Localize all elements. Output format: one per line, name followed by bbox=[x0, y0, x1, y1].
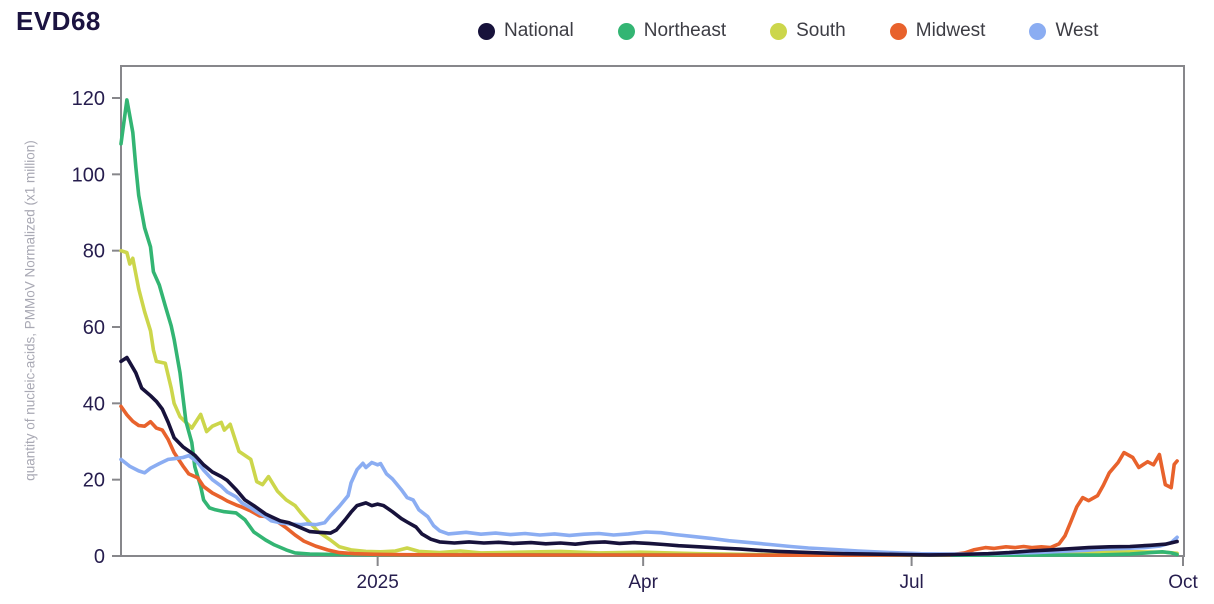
legend-label: South bbox=[796, 20, 846, 41]
legend-label: Midwest bbox=[915, 20, 986, 41]
legend-dot-south bbox=[770, 22, 788, 40]
y-tick-label: 100 bbox=[72, 164, 105, 186]
legend-item-west[interactable]: West bbox=[1029, 20, 1098, 42]
legend-dot-national bbox=[478, 22, 495, 40]
plot-border bbox=[120, 65, 1185, 557]
y-tick-label: 120 bbox=[72, 88, 105, 110]
line-midwest bbox=[119, 404, 1179, 558]
y-tick-label: 60 bbox=[83, 317, 105, 339]
y-axis-label: quantity of nucleic-acids, PMMoV Normali… bbox=[22, 140, 38, 481]
legend-label: Northeast bbox=[643, 20, 727, 41]
legend-item-northeast[interactable]: Northeast bbox=[617, 20, 727, 42]
legend-dot-midwest bbox=[889, 22, 907, 40]
line-south bbox=[119, 248, 1179, 557]
legend: National Northeast South Midwest West bbox=[478, 20, 1098, 42]
legend-item-midwest[interactable]: Midwest bbox=[889, 20, 986, 42]
line-northeast bbox=[119, 98, 1179, 558]
line-west bbox=[119, 453, 1179, 556]
legend-dot-northeast bbox=[617, 22, 635, 40]
legend-item-national[interactable]: National bbox=[478, 20, 574, 42]
x-tick-label: Jul bbox=[899, 572, 923, 593]
y-tick-label: 40 bbox=[83, 393, 105, 415]
x-tick-label: 2025 bbox=[357, 572, 399, 593]
x-tick-label: Oct bbox=[1168, 572, 1198, 593]
legend-dot-west bbox=[1029, 22, 1047, 40]
y-tick-label: 80 bbox=[83, 241, 105, 263]
chart-title: EVD68 bbox=[16, 6, 101, 36]
legend-label: West bbox=[1055, 20, 1099, 41]
legend-label: National bbox=[504, 20, 574, 41]
legend-item-south[interactable]: South bbox=[770, 20, 846, 42]
y-tick-label: 20 bbox=[83, 470, 105, 492]
y-tick-label: 0 bbox=[94, 546, 105, 568]
x-tick-label: Apr bbox=[628, 572, 658, 593]
line-national bbox=[119, 355, 1179, 557]
